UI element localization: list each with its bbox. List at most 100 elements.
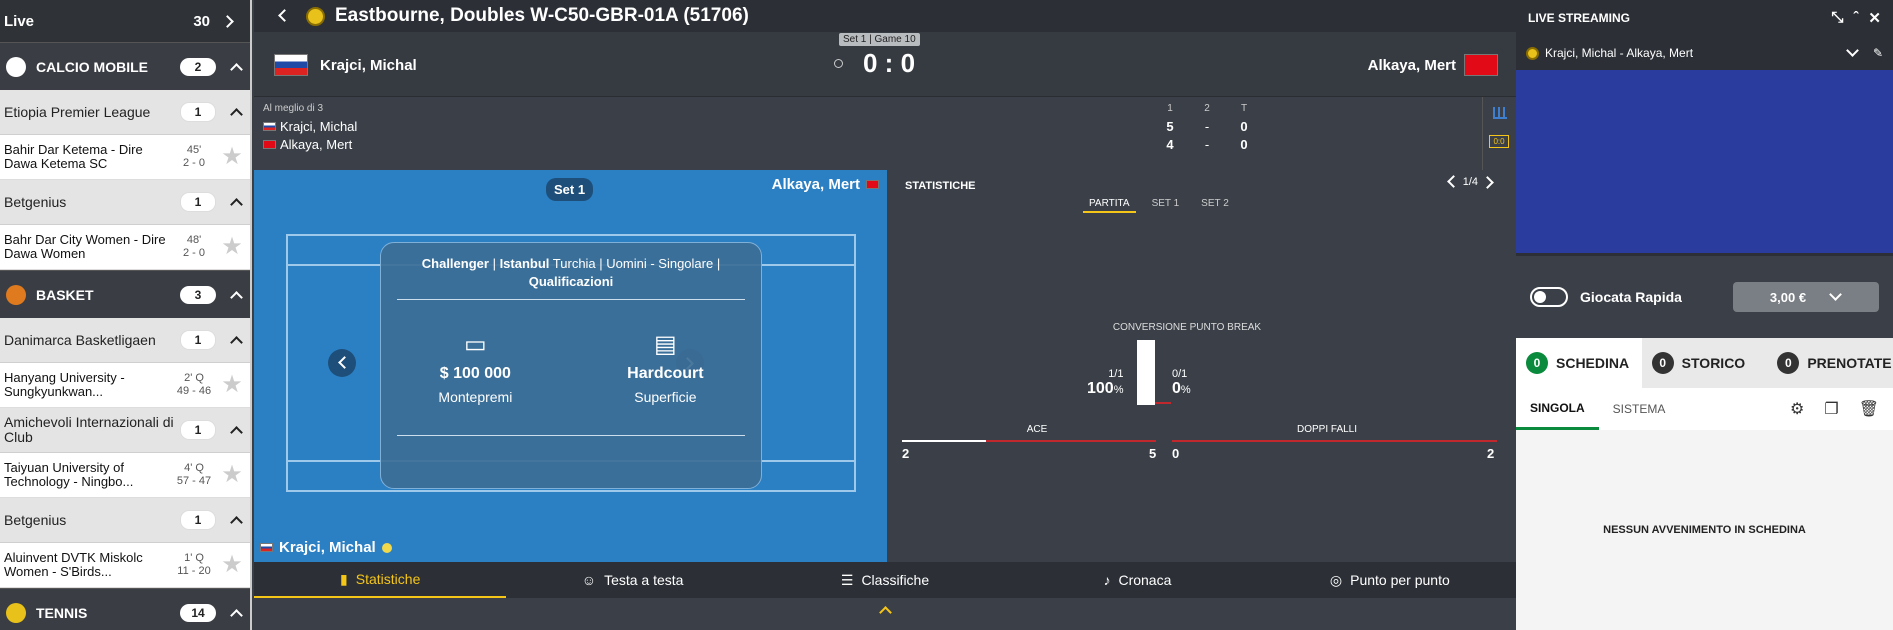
back-chevron-icon[interactable] (276, 10, 288, 22)
pin-icon[interactable]: ✎ (1872, 46, 1883, 60)
match-score: 49 - 46 (176, 385, 212, 397)
cell: - (1204, 137, 1210, 152)
video-player[interactable] (1516, 70, 1893, 253)
tab-schedina[interactable]: 0 SCHEDINA (1516, 338, 1642, 388)
chevron-up-icon[interactable] (230, 196, 242, 208)
break-right-pct: 0 (1172, 380, 1181, 397)
star-icon[interactable]: ★ (221, 461, 243, 488)
match-header: Eastbourne, Doubles W-C50-GBR-01A (51706… (254, 0, 1516, 32)
amount-select[interactable]: 3,00 € (1733, 282, 1879, 312)
trash-icon[interactable]: 🗑 (1858, 401, 1879, 418)
minimize-icon[interactable]: ⤡ (1831, 9, 1844, 26)
list-icon: ☰ (840, 571, 854, 588)
df-bar-right (1172, 440, 1497, 442)
chevron-up-icon[interactable] (230, 334, 242, 346)
cell: 0 (1240, 137, 1248, 152)
tab-set1[interactable]: SET 1 (1151, 198, 1180, 209)
divider (397, 299, 745, 300)
star-icon[interactable]: ★ (221, 143, 243, 170)
chevron-up-icon[interactable] (230, 289, 242, 301)
live-header[interactable]: Live 30 (0, 0, 250, 42)
star-icon[interactable]: ★ (221, 551, 243, 578)
chevron-right-icon[interactable] (224, 15, 236, 27)
list-item[interactable]: Bahir Dar Ketema - Dire Dawa Ketema SC 45… (0, 135, 250, 180)
competition-name: Danimarca Basketligaen (4, 331, 156, 348)
court-surface-icon: ▤ (654, 331, 677, 358)
turkey-flag-icon (263, 140, 276, 149)
tab-prenotate[interactable]: 0 PRENOTATE (1767, 338, 1893, 388)
competition-header[interactable]: Danimarca Basketligaen 1 (0, 318, 250, 363)
sport-name: CALCIO MOBILE (36, 58, 148, 75)
amount-value: 3,00 € (1769, 289, 1807, 305)
tab-testa-a-testa[interactable]: ☺ Testa a testa (506, 562, 758, 598)
star-icon[interactable]: ★ (221, 371, 243, 398)
break-left-ratio: 1/1 (1108, 368, 1124, 380)
tab-singola[interactable]: SINGOLA (1516, 388, 1599, 430)
bar-chart-icon: ▮ (340, 570, 348, 587)
list-item[interactable]: Taiyuan University of Technology - Ningb… (0, 453, 250, 498)
competition-header[interactable]: Betgenius 1 (0, 180, 250, 225)
quick-bet-label: Giocata Rapida (1580, 289, 1682, 305)
bar-chart-icon[interactable] (1493, 107, 1507, 119)
tab-label: Cronaca (1118, 572, 1172, 588)
tab-label: SCHEDINA (1556, 355, 1630, 371)
tab-count: 0 (1777, 352, 1800, 374)
match-name: Bahr Dar City Women - Dire Dawa Women (4, 232, 166, 261)
competition-header[interactable]: Amichevoli Internazionali di Club 1 (0, 408, 250, 453)
match-score: 57 - 47 (176, 475, 212, 487)
prev-slide-button[interactable] (328, 349, 356, 377)
competition-header[interactable]: Etiopia Premier League 1 (0, 90, 250, 135)
tab-sistema[interactable]: SISTEMA (1612, 402, 1666, 416)
chevron-left-icon[interactable] (1445, 176, 1457, 188)
table-row: Krajci, Michal (263, 119, 357, 134)
list-item[interactable]: Bahr Dar City Women - Dire Dawa Women 48'… (0, 225, 250, 270)
sport-header[interactable]: BASKET 3 (0, 270, 250, 318)
tab-cronaca[interactable]: ♪ Cronaca (1011, 562, 1263, 598)
sport-header[interactable]: TENNIS 14 (0, 588, 250, 630)
scoreboard-icon[interactable]: 0:0 (1489, 135, 1509, 148)
tab-classifiche[interactable]: ☰ Classifiche (759, 562, 1011, 598)
cell: 0 (1240, 119, 1248, 134)
users-icon: ☺ (581, 572, 597, 588)
break-left: 1/1 100% (1087, 368, 1123, 398)
stats-pager: 1/4 (1445, 176, 1496, 188)
competition-name: Etiopia Premier League (4, 103, 151, 120)
tab-statistiche[interactable]: ▮ Statistiche (254, 562, 507, 598)
live-label: Live (4, 12, 35, 30)
competition-header[interactable]: Betgenius 1 (0, 498, 250, 543)
match-time: 45' (186, 144, 202, 156)
tab-partita[interactable]: PARTITA (1083, 196, 1136, 213)
court-top-player: Alkaya, Mert (772, 176, 879, 193)
row-player: Alkaya, Mert (280, 137, 353, 152)
chevron-right-icon[interactable] (1484, 176, 1496, 188)
close-icon[interactable]: ✕ (1868, 10, 1881, 27)
tab-set2[interactable]: SET 2 (1201, 198, 1229, 209)
tab-punto-per-punto[interactable]: ◎ Punto per punto (1264, 562, 1516, 598)
quick-bet-toggle[interactable] (1530, 287, 1568, 307)
chevron-up-icon[interactable]: ˆ (1853, 9, 1859, 26)
match-status: 4' Q 57 - 47 (168, 462, 220, 488)
star-icon[interactable]: ★ (221, 233, 243, 260)
copy-icon[interactable]: ❐ (1824, 401, 1839, 418)
sport-count: 3 (180, 285, 216, 304)
gear-icon[interactable]: ⚙ (1790, 401, 1805, 418)
list-item[interactable]: Hanyang University - Sungkyunkwan... 2' Q… (0, 363, 250, 408)
divider (397, 435, 745, 436)
expand-strip[interactable] (254, 598, 1516, 622)
sport-count: 14 (180, 603, 216, 622)
serve-indicator-icon (834, 59, 843, 68)
stream-selector[interactable]: Krajci, Michal - Alkaya, Mert ✎ (1516, 36, 1893, 70)
tab-storico[interactable]: 0 STORICO (1642, 338, 1768, 388)
chevron-up-icon[interactable] (230, 607, 242, 619)
chevron-up-icon[interactable] (230, 61, 242, 73)
list-item[interactable]: Aluinvent DVTK Miskolc Women - S'Birds..… (0, 543, 250, 588)
match-time: 48' (186, 234, 202, 246)
chevron-up-icon[interactable] (230, 514, 242, 526)
chevron-up-icon[interactable] (230, 424, 242, 436)
sport-header[interactable]: CALCIO MOBILE 2 (0, 42, 250, 90)
break-left-pct: 100 (1087, 380, 1114, 397)
break-right: 0/1 0% (1172, 368, 1191, 398)
df-right: 2 (1487, 446, 1495, 461)
sport-icon (6, 56, 26, 77)
chevron-up-icon[interactable] (230, 106, 242, 118)
